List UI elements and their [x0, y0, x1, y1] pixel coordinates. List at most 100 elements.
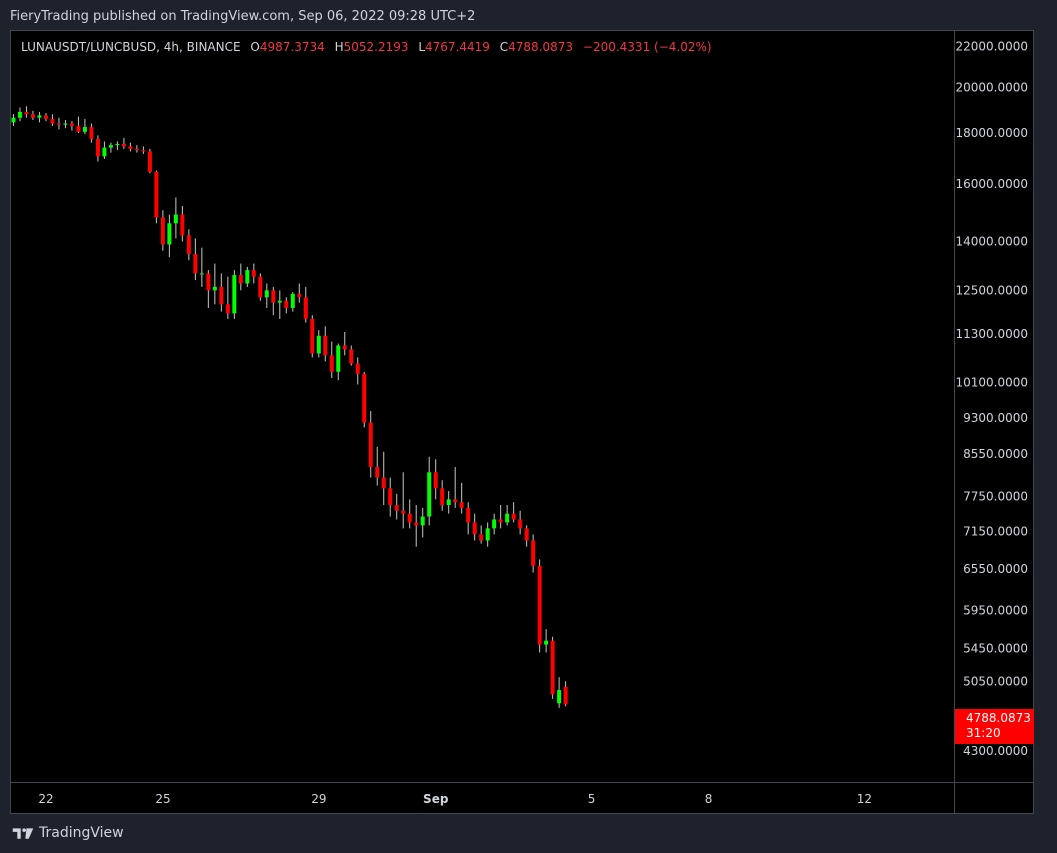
candle-body	[407, 513, 412, 523]
candle-body	[394, 505, 399, 511]
candle-body	[440, 488, 445, 506]
candle-body	[563, 686, 568, 705]
candle-body	[524, 528, 529, 541]
candle-body	[17, 111, 22, 118]
price-tick-label: 8550.0000	[963, 447, 1028, 461]
candle-body	[511, 513, 516, 520]
candle-body	[134, 148, 139, 151]
candle-body	[401, 510, 406, 514]
candle-body	[355, 363, 360, 374]
price-tick-label: 16000.0000	[955, 177, 1028, 191]
candle-body	[160, 217, 165, 245]
price-tick-label: 10100.0000	[955, 375, 1028, 389]
candle-body	[76, 125, 81, 132]
publisher-header: FieryTrading published on TradingView.co…	[10, 9, 476, 24]
candle-body	[310, 318, 315, 354]
last-price-tag: 4788.0873 31:20	[955, 709, 1034, 744]
candle-body	[303, 297, 308, 319]
candle-body	[232, 275, 237, 314]
price-tick-label: 12500.0000	[955, 283, 1028, 297]
price-tick-label: 18000.0000	[955, 126, 1028, 140]
candle-body	[342, 345, 347, 350]
candle-body	[180, 214, 185, 236]
last-price-value: 4788.0873	[966, 711, 1031, 725]
price-tick-label: 5450.0000	[963, 642, 1028, 656]
ohlc-legend: LUNAUSDT/LUNCBUSD, 4h, BINANCE O4987.373…	[21, 40, 712, 54]
candle-body	[537, 565, 542, 645]
candle-body	[11, 117, 16, 123]
time-axis: 22 25 29 Sep 5 8 12	[38, 792, 872, 806]
candle-body	[82, 127, 87, 132]
candle-body	[102, 147, 107, 157]
candle-body	[56, 123, 61, 125]
candle-body	[284, 300, 289, 308]
candle-body	[219, 286, 224, 305]
candle-body	[544, 640, 549, 645]
price-tick-label: 5950.0000	[963, 604, 1028, 618]
candle-body	[199, 273, 204, 275]
legend-high-value: 5052.2193	[343, 40, 409, 54]
time-tick-label: Sep	[423, 792, 449, 806]
price-tick-label: 11300.0000	[955, 327, 1028, 341]
candle-body	[128, 146, 133, 149]
candle-body	[316, 335, 321, 354]
candle-body	[264, 290, 269, 298]
candle-body	[43, 115, 48, 119]
chart-frame[interactable]: 22000.0000 20000.0000 18000.0000 16000.0000…	[10, 30, 1034, 814]
candle-body	[362, 373, 367, 423]
time-tick-label: 29	[311, 792, 326, 806]
candle-body	[154, 171, 159, 218]
candle-body	[238, 275, 243, 284]
candle-body	[323, 335, 328, 356]
time-tick-label: 5	[588, 792, 596, 806]
candle-body	[453, 499, 458, 503]
footer-branding[interactable]: TradingView	[10, 825, 124, 841]
candle-body	[531, 540, 536, 566]
price-tick-label: 9300.0000	[963, 411, 1028, 425]
candle-body	[466, 507, 471, 523]
candle-body	[277, 300, 282, 303]
legend-symbol: LUNAUSDT/LUNCBUSD, 4h, BINANCE	[21, 40, 241, 54]
candle-body	[336, 345, 341, 372]
candle-body	[375, 467, 380, 478]
candle-body	[349, 349, 354, 364]
candle-body	[89, 127, 94, 140]
candle-body	[212, 286, 217, 291]
candle-body	[381, 477, 386, 489]
price-tick-label: 4300.0000	[963, 744, 1028, 758]
candle-body	[485, 528, 490, 541]
candle-body	[121, 143, 126, 147]
legend-open-value: 4987.3734	[259, 40, 325, 54]
time-tick-label: 12	[857, 792, 872, 806]
candle-body	[498, 519, 503, 523]
price-tick-label: 5050.0000	[963, 674, 1028, 688]
candlestick-chart[interactable]: 22000.0000 20000.0000 18000.0000 16000.0000…	[11, 31, 1033, 813]
candle-body	[290, 293, 295, 308]
time-tick-label: 22	[38, 792, 53, 806]
candle-body	[50, 118, 55, 124]
candle-body	[30, 114, 35, 118]
candle-body	[368, 422, 373, 468]
candle-body	[479, 534, 484, 541]
candle-body	[63, 123, 68, 125]
legend-high-label: H	[334, 40, 344, 54]
candles-group	[11, 106, 568, 708]
candle-body	[251, 270, 256, 277]
tradingview-logo-icon	[12, 828, 34, 839]
candle-body	[550, 640, 555, 695]
candle-body	[414, 522, 419, 526]
legend-open-label: O	[250, 40, 260, 54]
bar-countdown: 31:20	[966, 726, 1001, 740]
price-tick-label: 22000.0000	[955, 39, 1028, 53]
candle-body	[147, 151, 152, 172]
candle-body	[193, 253, 198, 274]
candle-body	[420, 516, 425, 526]
legend-close-label: C	[499, 40, 509, 54]
candle-body	[492, 519, 497, 529]
candle-body	[329, 355, 334, 372]
time-tick-label: 8	[705, 792, 713, 806]
candle-body	[186, 235, 191, 254]
candle-body	[95, 139, 100, 157]
candle-body	[37, 115, 42, 118]
candle-body	[206, 273, 211, 291]
